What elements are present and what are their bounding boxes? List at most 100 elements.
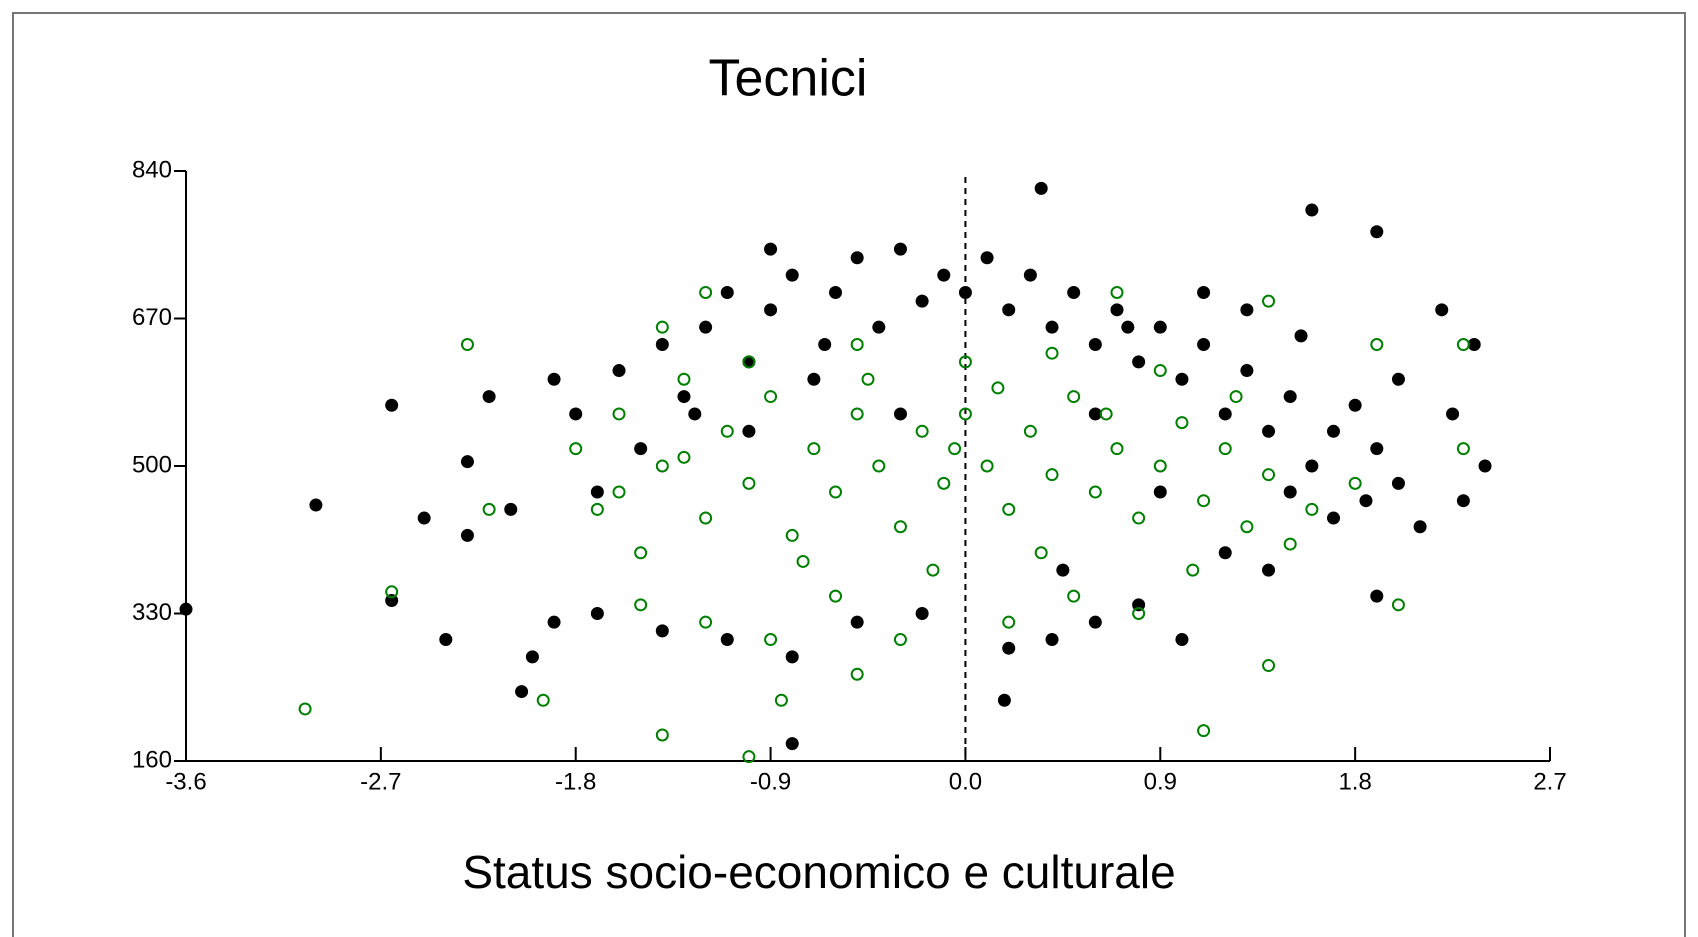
point [829,285,843,299]
point [525,650,539,664]
point [1478,459,1492,473]
point [1218,407,1232,421]
point [926,563,940,577]
point [1370,442,1384,456]
point [1262,659,1276,673]
point [504,502,518,516]
point [655,728,669,742]
point [1359,494,1373,508]
point [1262,468,1276,482]
point [850,251,864,265]
point [1088,615,1102,629]
point [1132,607,1146,620]
x-tick-label: -1.8 [555,768,596,795]
point [1305,502,1319,516]
point [699,615,713,629]
point [1002,502,1016,516]
point [688,407,702,421]
point [1153,459,1167,473]
point [1045,633,1059,647]
point [569,442,583,456]
point [1153,320,1167,334]
point [385,585,399,599]
point [1197,338,1211,352]
point [1283,390,1297,404]
point [1294,329,1308,343]
point [1002,303,1016,317]
point [1175,633,1189,647]
point [460,528,474,542]
point [1283,485,1297,499]
point [655,338,669,352]
point [1229,390,1243,404]
point [482,390,496,404]
point [1370,225,1384,239]
point [829,485,843,499]
point [547,372,561,386]
point [590,502,604,516]
point [1186,563,1200,577]
point [1467,338,1481,352]
point [742,476,756,490]
point [1088,407,1102,421]
y-tick-label: 840 [132,156,172,183]
point [1305,203,1319,217]
point [1110,442,1124,456]
point [515,685,529,699]
point [417,511,431,525]
point [764,242,778,256]
point [1056,563,1070,577]
point [1045,346,1059,360]
point [785,650,799,664]
point [958,407,972,421]
point [590,607,604,620]
point [1456,338,1470,352]
point [958,355,972,369]
point [937,268,951,282]
x-tick-label: -3.6 [165,768,206,795]
point [997,693,1011,707]
y-tick-label: 670 [132,304,172,331]
point [915,607,929,620]
point [893,242,907,256]
point [1023,424,1037,438]
point [385,398,399,412]
frame [12,12,1686,937]
x-tick-label: 2.7 [1533,768,1566,795]
point [1034,181,1048,195]
point [1067,589,1081,603]
point [872,459,886,473]
point [785,737,799,751]
point [1034,546,1048,560]
point [742,355,756,369]
point [1088,485,1102,499]
point [655,459,669,473]
point [1370,338,1384,352]
point [1446,407,1460,421]
point [850,407,864,421]
point [991,381,1005,395]
point [1391,598,1405,612]
point [720,424,734,438]
point [850,667,864,681]
point [785,528,799,542]
point [655,320,669,334]
point [309,498,323,512]
point [1045,468,1059,482]
point [850,338,864,352]
point [536,693,550,707]
point [634,442,648,456]
point [439,633,453,647]
point [796,554,810,568]
point [1305,459,1319,473]
y-tick-label: 160 [132,746,172,773]
y-tick-label: 500 [132,451,172,478]
point [1197,285,1211,299]
x-axis-label: Status socio-economico e culturale [462,846,1175,898]
point [1132,355,1146,369]
point [1002,615,1016,629]
point [1153,485,1167,499]
point [785,268,799,282]
point [569,407,583,421]
point [1110,285,1124,299]
